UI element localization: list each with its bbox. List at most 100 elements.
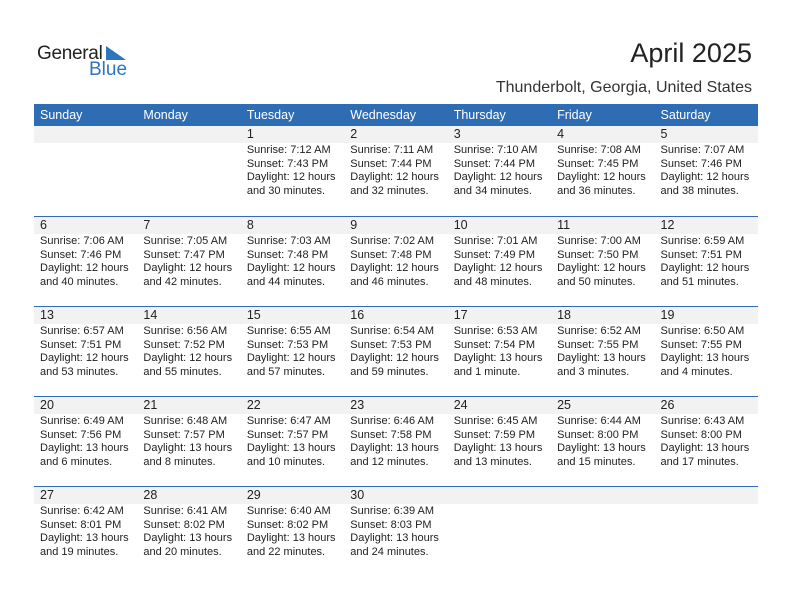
day-number: 24 [453,398,468,412]
weekday-wednesday: Wednesday [350,108,417,122]
daylight-minutes-text: and 57 minutes. [246,365,326,378]
empty-cell [448,487,551,576]
day-number: 20 [40,398,54,412]
sunset-text: Sunset: 7:50 PM [557,248,639,261]
weekday-header: Sunday Monday Tuesday Wednesday Thursday Frid… [34,104,758,126]
daylight-minutes-text: and 4 minutes. [660,365,733,378]
empty-cell [655,487,758,576]
sunrise-text: Sunrise: 7:11 AM [350,144,434,156]
daylight-text: Daylight: 13 hours [453,352,543,364]
day-cell: 10 Sunrise: 7:01 AM Sunset: 7:49 PM Dayligh… [448,217,551,306]
day-cell: 29 Sunrise: 6:40 AM Sunset: 8:02 PM Dayligh… [241,487,344,576]
day-cell: 18 Sunrise: 6:52 AM Sunset: 7:55 PM Dayligh… [551,307,654,396]
sunset-text: Sunset: 7:55 PM [557,338,639,351]
daylight-text: Daylight: 13 hours [246,532,336,544]
sunrise-text: Sunrise: 7:06 AM [40,235,124,247]
day-cell: 30 Sunrise: 6:39 AM Sunset: 8:03 PM Dayligh… [344,487,447,576]
day-cell: 12 Sunrise: 6:59 AM Sunset: 7:51 PM Dayligh… [655,217,758,306]
daylight-text: Daylight: 12 hours [143,262,233,274]
sunrise-text: Sunrise: 6:59 AM [660,235,745,247]
day-number: 12 [660,218,675,232]
sunset-text: Sunset: 7:53 PM [350,338,432,351]
sunrise-text: Sunrise: 6:41 AM [143,505,228,517]
sunset-text: Sunset: 7:43 PM [246,157,329,170]
daylight-minutes-text: and 1 minute. [453,365,521,378]
weekday-thursday: Thursday [453,108,506,122]
empty-cell [137,126,240,216]
daylight-minutes-text: and 32 minutes. [350,184,429,197]
day-number: 19 [660,308,675,322]
day-cell: 3 Sunrise: 7:10 AM Sunset: 7:44 PM Daylight… [448,126,551,216]
weekday-sunday: Sunday [40,108,83,122]
day-cell: 1 Sunrise: 7:12 AM Sunset: 7:43 PM Daylight… [241,126,344,216]
sunset-text: Sunset: 8:03 PM [350,518,432,531]
daylight-minutes-text: and 17 minutes. [660,455,739,468]
day-cell: 24 Sunrise: 6:45 AM Sunset: 7:59 PM Dayligh… [448,397,551,486]
day-number: 29 [246,488,261,502]
daylight-minutes-text: and 30 minutes. [246,184,326,197]
week-row: 27 Sunrise: 6:42 AM Sunset: 8:01 PM Dayligh… [34,486,758,576]
sunset-text: Sunset: 7:59 PM [453,428,536,441]
day-number: 23 [350,398,365,412]
sunrise-text: Sunrise: 7:02 AM [350,235,435,247]
day-number: 17 [453,308,468,322]
daylight-minutes-text: and 42 minutes. [143,275,222,288]
sunrise-text: Sunrise: 6:54 AM [350,325,435,337]
day-cell: 11 Sunrise: 7:00 AM Sunset: 7:50 PM Dayligh… [551,217,654,306]
daylight-minutes-text: and 51 minutes. [660,275,739,288]
sunrise-text: Sunrise: 6:47 AM [246,415,331,427]
day-number: 14 [143,308,158,322]
day-number: 9 [350,218,358,232]
daylight-text: Daylight: 12 hours [350,262,439,274]
daylight-text: Daylight: 13 hours [246,442,336,454]
sunset-text: Sunset: 7:46 PM [40,248,122,261]
sunset-text: Sunset: 7:53 PM [246,338,329,351]
daylight-minutes-text: and 38 minutes. [660,184,739,197]
sunrise-text: Sunrise: 6:44 AM [557,415,641,427]
daylight-minutes-text: and 22 minutes. [246,545,326,558]
weekday-friday: Friday [557,108,592,122]
week-row: 20 Sunrise: 6:49 AM Sunset: 7:56 PM Dayligh… [34,396,758,486]
daylight-text: Daylight: 13 hours [40,442,129,454]
sunrise-text: Sunrise: 6:50 AM [660,325,745,337]
sunrise-text: Sunrise: 7:05 AM [143,235,228,247]
day-cell: 27 Sunrise: 6:42 AM Sunset: 8:01 PM Dayligh… [34,487,137,576]
day-cell: 22 Sunrise: 6:47 AM Sunset: 7:57 PM Dayligh… [241,397,344,486]
day-number: 6 [40,218,47,232]
sunset-text: Sunset: 7:46 PM [660,157,742,170]
logo-text-blue: Blue [89,59,128,80]
daylight-text: Daylight: 13 hours [143,442,233,454]
daylight-minutes-text: and 3 minutes. [557,365,630,378]
daylight-minutes-text: and 13 minutes. [453,455,532,468]
sunset-text: Sunset: 7:52 PM [143,338,225,351]
sunset-text: Sunset: 7:57 PM [143,428,225,441]
sunrise-text: Sunrise: 7:03 AM [246,235,331,247]
day-number: 3 [453,127,461,141]
day-cell: 7 Sunrise: 7:05 AM Sunset: 7:47 PM Daylight… [137,217,240,306]
daylight-text: Daylight: 12 hours [40,262,129,274]
weekday-tuesday: Tuesday [246,108,295,122]
day-cell: 19 Sunrise: 6:50 AM Sunset: 7:55 PM Dayligh… [655,307,758,396]
week-row: 1 Sunrise: 7:12 AM Sunset: 7:43 PM Daylight… [34,126,758,216]
day-cell: 21 Sunrise: 6:48 AM Sunset: 7:57 PM Dayligh… [137,397,240,486]
day-number-bar [34,217,758,234]
day-number: 4 [557,127,565,141]
sunset-text: Sunset: 7:45 PM [557,157,639,170]
daylight-minutes-text: and 55 minutes. [143,365,222,378]
day-number-bar [34,397,758,414]
daylight-text: Daylight: 13 hours [350,532,439,544]
daylight-minutes-text: and 8 minutes. [143,455,216,468]
sunset-text: Sunset: 7:57 PM [246,428,329,441]
daylight-minutes-text: and 46 minutes. [350,275,429,288]
daylight-text: Daylight: 12 hours [40,352,129,364]
sunrise-text: Sunrise: 7:08 AM [557,144,641,156]
sunrise-text: Sunrise: 6:43 AM [660,415,745,427]
sunset-text: Sunset: 8:01 PM [40,518,122,531]
week-row: 13 Sunrise: 6:57 AM Sunset: 7:51 PM Dayligh… [34,306,758,396]
daylight-text: Daylight: 13 hours [143,532,233,544]
daylight-minutes-text: and 20 minutes. [143,545,222,558]
day-number: 22 [246,398,261,412]
day-number: 30 [350,488,365,502]
day-cell: 14 Sunrise: 6:56 AM Sunset: 7:52 PM Dayligh… [137,307,240,396]
week-row: 6 Sunrise: 7:06 AM Sunset: 7:46 PM Daylight… [34,216,758,306]
